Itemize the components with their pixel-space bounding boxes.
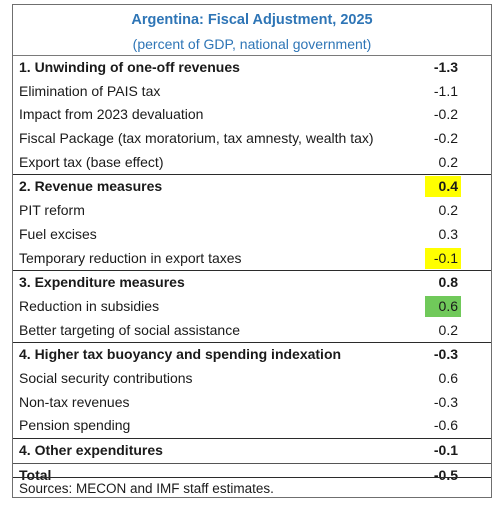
table-row: Fuel excises 0.3	[13, 223, 491, 247]
row-label: Fuel excises	[19, 225, 97, 242]
row-value: -0.2	[433, 130, 458, 147]
table-section-row: 3. Expenditure measures 0.8	[13, 270, 491, 295]
row-label: Social security contributions	[19, 369, 193, 386]
table-row: Export tax (base effect) 0.2	[13, 151, 491, 175]
table-row: PIT reform 0.2	[13, 199, 491, 223]
row-value: 0.6	[425, 295, 461, 317]
fiscal-adjustment-table: Argentina: Fiscal Adjustment, 2025 (perc…	[12, 4, 492, 498]
row-value: 0.4	[425, 176, 461, 198]
table-row: Impact from 2023 devaluation -0.2	[13, 103, 491, 127]
table-row: Fiscal Package (tax moratorium, tax amne…	[13, 127, 491, 151]
table-body: 1. Unwinding of one-off revenues -1.3 Elim…	[13, 56, 491, 487]
table-row: Non-tax revenues -0.3	[13, 391, 491, 415]
row-label: Fiscal Package (tax moratorium, tax amne…	[19, 130, 374, 147]
table-row: Elimination of PAIS tax -1.1	[13, 80, 491, 104]
footer-divider	[13, 477, 491, 478]
row-label: 4. Other expenditures	[19, 442, 163, 458]
row-label: Non-tax revenues	[19, 393, 130, 410]
row-label: Elimination of PAIS tax	[19, 82, 161, 99]
source-note: Sources: MECON and IMF staff estimates.	[19, 481, 274, 496]
row-value: 0.2	[438, 321, 458, 338]
table-subtitle: (percent of GDP, national government)	[132, 36, 372, 52]
table-row: Better targeting of social assistance 0.2	[13, 319, 491, 343]
table-section-row: 4. Other expenditures -0.1	[13, 438, 491, 463]
table-row: Pension spending -0.6	[13, 414, 491, 438]
row-label: Temporary reduction in export taxes	[19, 249, 242, 266]
row-value: -1.3	[433, 59, 458, 75]
table-row: Temporary reduction in export taxes -0.1	[13, 247, 491, 271]
row-label: 1. Unwinding of one-off revenues	[19, 59, 240, 75]
row-value: -0.1	[433, 442, 458, 458]
row-label: Export tax (base effect)	[19, 153, 164, 170]
row-value: -0.6	[433, 417, 458, 434]
row-value: 0.2	[438, 202, 458, 219]
row-value: 0.8	[438, 274, 458, 291]
row-label: Pension spending	[19, 417, 131, 434]
row-label: PIT reform	[19, 202, 85, 219]
row-label: Reduction in subsidies	[19, 297, 160, 314]
row-label: Better targeting of social assistance	[19, 321, 241, 338]
row-label: Impact from 2023 devaluation	[19, 106, 204, 123]
table-row: Reduction in subsidies 0.6	[13, 295, 491, 319]
row-value: -0.3	[433, 393, 458, 410]
row-label: Total	[19, 466, 52, 483]
row-label: 4. Higher tax buoyancy and spending inde…	[19, 346, 342, 363]
table-section-row: Total -0.5	[13, 462, 491, 488]
row-label: 2. Revenue measures	[19, 178, 163, 195]
table-section-row: 1. Unwinding of one-off revenues -1.3	[13, 56, 491, 80]
row-value: -0.2	[433, 106, 458, 123]
header-divider	[13, 55, 491, 56]
table-row: Social security contributions 0.6	[13, 367, 491, 391]
table-section-row: 4. Higher tax buoyancy and spending inde…	[13, 342, 491, 367]
row-value: -0.1	[425, 247, 461, 269]
row-value: -0.3	[433, 346, 458, 363]
row-value: 0.3	[438, 225, 458, 242]
row-value: 0.6	[438, 369, 458, 386]
table-title: Argentina: Fiscal Adjustment, 2025	[131, 12, 373, 28]
table-section-row: 2. Revenue measures 0.4	[13, 174, 491, 199]
row-label: 3. Expenditure measures	[19, 274, 185, 291]
row-value: -1.1	[433, 82, 458, 99]
row-value: -0.5	[433, 466, 458, 483]
row-value: 0.2	[438, 153, 458, 170]
